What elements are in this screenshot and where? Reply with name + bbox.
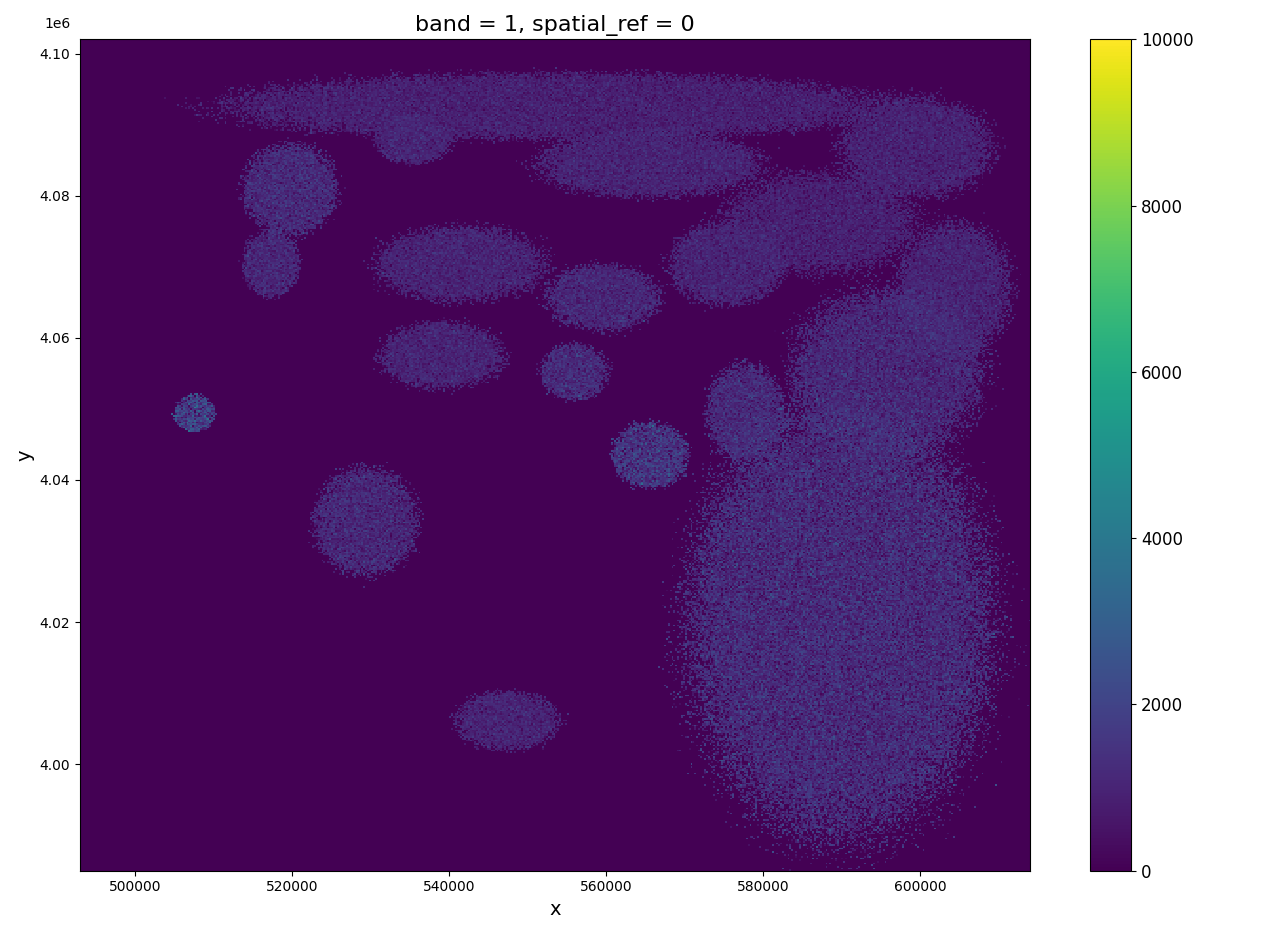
Text: 1e6: 1e6 <box>45 17 71 31</box>
Y-axis label: y: y <box>15 449 35 460</box>
X-axis label: x: x <box>549 900 561 919</box>
Title: band = 1, spatial_ref = 0: band = 1, spatial_ref = 0 <box>416 15 695 36</box>
